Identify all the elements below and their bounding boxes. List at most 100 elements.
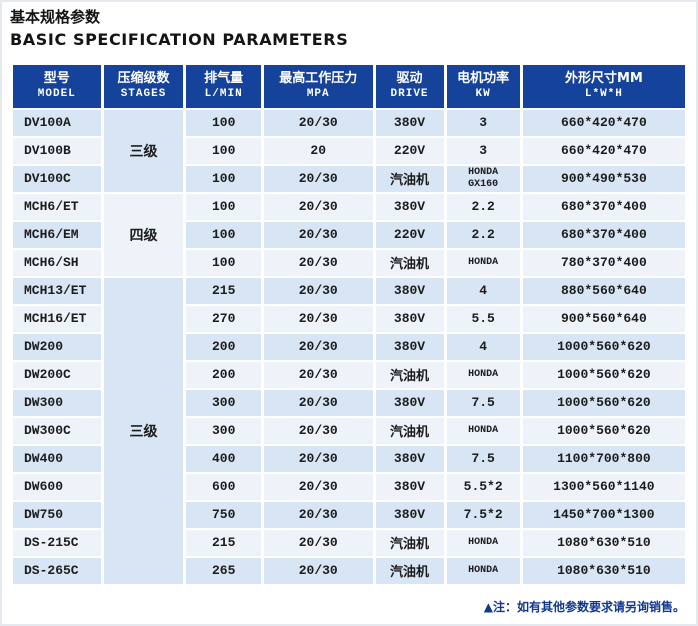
table-row: DW200 200 20/30 380V 4 1000*560*620 — [13, 333, 685, 360]
table-row: DW400 400 20/30 380V 7.5 1100*700*800 — [13, 445, 685, 472]
col-header-displacement-en: L/MIN — [204, 87, 243, 100]
dimensions-cell: 1300*560*1140 — [522, 473, 685, 500]
displacement-cell: 600 — [186, 473, 261, 500]
drive-cell: 汽油机 — [375, 165, 444, 192]
model-cell: MCH6/EM — [13, 221, 101, 248]
drive-cell: 汽油机 — [375, 249, 444, 276]
dimensions-cell: 1000*560*620 — [522, 389, 685, 416]
displacement-cell: 100 — [186, 109, 261, 136]
drive-cell: 汽油机 — [375, 417, 444, 444]
displacement-cell: 270 — [186, 305, 261, 332]
pressure-cell: 20/30 — [263, 249, 373, 276]
col-header-pressure-en: MPA — [306, 87, 330, 100]
power-cell: 5.5 — [446, 305, 520, 332]
col-header-stages: 压缩级数 STAGES — [103, 64, 184, 108]
col-header-model: 型号 MODEL — [13, 64, 101, 108]
title-block: 基本规格参数 BASIC SPECIFICATION PARAMETERS — [10, 8, 688, 50]
stages-cell: 三级 — [103, 109, 184, 192]
power-cell: 4 — [446, 333, 520, 360]
drive-cell: 380V — [375, 501, 444, 528]
pressure-cell: 20/30 — [263, 109, 373, 136]
power-cell: 2.2 — [446, 193, 520, 220]
model-cell: DW300C — [13, 417, 101, 444]
dimensions-cell: 1000*560*620 — [522, 333, 685, 360]
power-cell: HONDA — [446, 529, 520, 556]
col-header-pressure-zh: 最高工作压力 — [279, 71, 358, 87]
col-header-drive: 驱动 DRIVE — [375, 64, 444, 108]
dimensions-cell: 1080*630*510 — [522, 557, 685, 584]
drive-cell: 380V — [375, 333, 444, 360]
drive-cell: 380V — [375, 445, 444, 472]
table-row: DW600 600 20/30 380V 5.5*2 1300*560*1140 — [13, 473, 685, 500]
power-cell: 3 — [446, 137, 520, 164]
drive-cell: 380V — [375, 193, 444, 220]
power-cell: HONDA — [446, 557, 520, 584]
col-header-stages-en: STAGES — [120, 87, 167, 100]
col-header-stages-zh: 压缩级数 — [117, 71, 170, 87]
power-cell: 3 — [446, 109, 520, 136]
model-cell: MCH6/SH — [13, 249, 101, 276]
col-header-displacement: 排气量 L/MIN — [186, 64, 261, 108]
displacement-cell: 100 — [186, 137, 261, 164]
col-header-displacement-zh: 排气量 — [204, 71, 244, 87]
table-row: MCH13/ET 三级 215 20/30 380V 4 880*560*640 — [13, 277, 685, 584]
drive-cell: 220V — [375, 221, 444, 248]
drive-cell: 380V — [375, 305, 444, 332]
table-row: MCH6/ET 四级 100 20/30 380V 2.2 680*370*400 — [13, 193, 685, 276]
table-row: MCH6/EM 100 20/30 220V 2.2 680*370*400 — [13, 221, 685, 248]
displacement-cell: 300 — [186, 389, 261, 416]
power-cell: HONDA — [446, 361, 520, 388]
table-row: DW300 300 20/30 380V 7.5 1000*560*620 — [13, 389, 685, 416]
table-row: DV100A 三级 100 20/30 380V 3 660*420*470 — [13, 109, 685, 192]
table-row: DS-215C 215 20/30 汽油机 HONDA 1080*630*510 — [13, 529, 685, 556]
displacement-cell: 200 — [186, 361, 261, 388]
model-cell: DS-215C — [13, 529, 101, 556]
pressure-cell: 20/30 — [263, 165, 373, 192]
stages-cell: 三级 — [103, 277, 184, 584]
table-row: DS-265C 265 20/30 汽油机 HONDA 1080*630*510 — [13, 557, 685, 584]
pressure-cell: 20/30 — [263, 389, 373, 416]
drive-cell: 汽油机 — [375, 361, 444, 388]
displacement-cell: 300 — [186, 417, 261, 444]
table-row: DW200C 200 20/30 汽油机 HONDA 1000*560*620 — [13, 361, 685, 388]
model-cell: DW200C — [13, 361, 101, 388]
power-cell: 4 — [446, 277, 520, 304]
model-cell: MCH16/ET — [13, 305, 101, 332]
power-cell: 5.5*2 — [446, 473, 520, 500]
pressure-cell: 20/30 — [263, 305, 373, 332]
table-row: DW300C 300 20/30 汽油机 HONDA 1000*560*620 — [13, 417, 685, 444]
pressure-cell: 20/30 — [263, 529, 373, 556]
col-header-power: 电机功率 KW — [446, 64, 520, 108]
power-cell: 2.2 — [446, 221, 520, 248]
drive-cell: 380V — [375, 473, 444, 500]
displacement-cell: 100 — [186, 249, 261, 276]
drive-cell: 220V — [375, 137, 444, 164]
col-header-power-zh: 电机功率 — [457, 71, 510, 87]
model-cell: MCH6/ET — [13, 193, 101, 220]
pressure-cell: 20/30 — [263, 277, 373, 304]
page-title-zh: 基本规格参数 — [10, 8, 101, 26]
col-header-drive-zh: 驱动 — [396, 71, 423, 87]
dimensions-cell: 880*560*640 — [522, 277, 685, 304]
model-cell: DW750 — [13, 501, 101, 528]
pressure-cell: 20/30 — [263, 557, 373, 584]
col-header-dimensions: 外形尺寸MM L*W*H — [522, 64, 685, 108]
displacement-cell: 215 — [186, 277, 261, 304]
col-header-dimensions-en: L*W*H — [584, 87, 623, 100]
dimensions-cell: 680*370*400 — [522, 221, 685, 248]
dimensions-cell: 1000*560*620 — [522, 417, 685, 444]
displacement-cell: 750 — [186, 501, 261, 528]
pressure-cell: 20/30 — [263, 473, 373, 500]
table-body: DV100A 三级 100 20/30 380V 3 660*420*470 DV100B 10… — [13, 109, 685, 584]
dimensions-cell: 900*560*640 — [522, 305, 685, 332]
drive-cell: 380V — [375, 109, 444, 136]
drive-cell: 380V — [375, 389, 444, 416]
displacement-cell: 215 — [186, 529, 261, 556]
pressure-cell: 20/30 — [263, 417, 373, 444]
drive-cell: 汽油机 — [375, 557, 444, 584]
pressure-cell: 20/30 — [263, 501, 373, 528]
model-cell: DW200 — [13, 333, 101, 360]
stages-cell: 四级 — [103, 193, 184, 276]
power-cell: 7.5 — [446, 445, 520, 472]
